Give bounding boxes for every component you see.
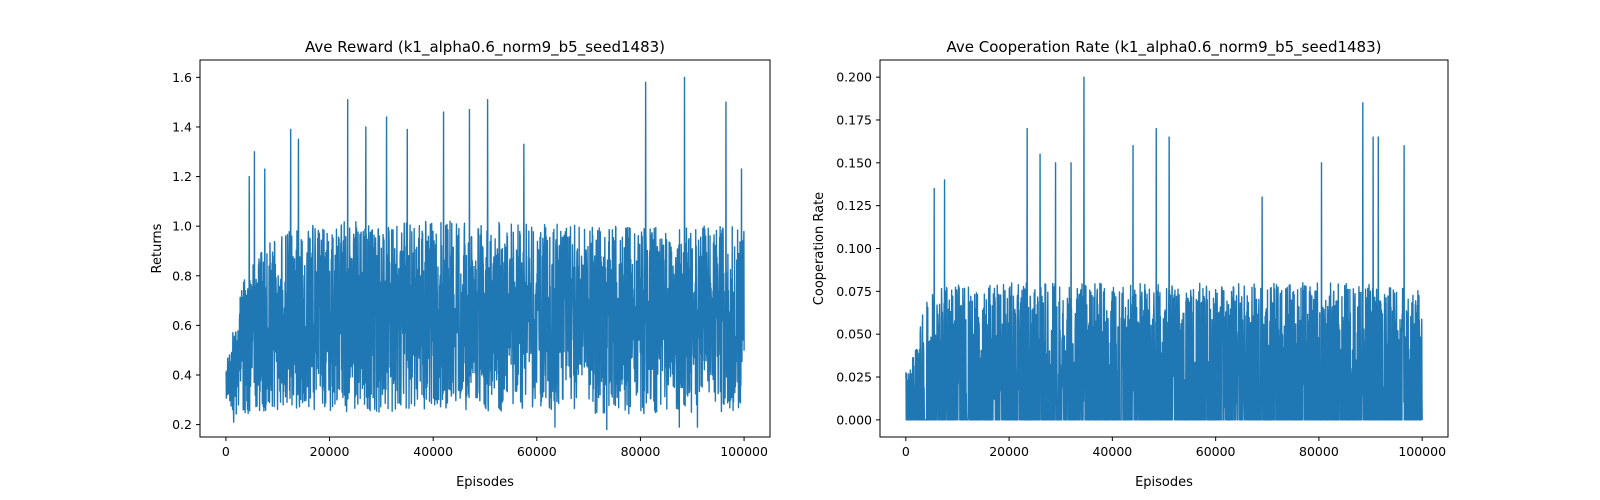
cooperation-plot-frame (879, 59, 1449, 438)
cooperation-axis-ticks: 0 20000 40000 60000 80000 100000 0.000 0.025 0.0… (836, 70, 1446, 459)
cooperation-chart-title: Ave Cooperation Rate (k1_alpha0.6_norm9_… (947, 38, 1382, 57)
cooperation-x-axis-label: Episodes (1135, 475, 1193, 490)
y-tick-label: 0.200 (836, 70, 872, 85)
x-tick-label: 20000 (989, 444, 1029, 459)
y-tick-label: 0.8 (172, 268, 192, 283)
y-tick-label: 0.150 (836, 155, 872, 170)
x-tick-label: 100000 (1398, 444, 1446, 459)
x-tick-label: 80000 (1299, 444, 1339, 459)
x-tick-label: 60000 (517, 444, 557, 459)
y-tick-label: 1.0 (172, 219, 192, 234)
series-line (225, 76, 745, 431)
reward-axis-ticks: 0 20000 40000 60000 80000 100000 0.2 0.4 0.6 0.8 1… (172, 70, 768, 459)
reward-y-axis-label: Returns (150, 223, 165, 273)
y-tick-label: 0.025 (836, 370, 872, 385)
x-tick-label: 40000 (413, 444, 453, 459)
y-tick-label: 0.000 (836, 412, 872, 427)
reward-chart-title: Ave Reward (k1_alpha0.6_norm9_b5_seed148… (305, 38, 665, 57)
y-tick-label: 1.4 (172, 119, 192, 134)
cooperation-chart: 0 20000 40000 60000 80000 100000 0.000 0.025 0.0… (812, 38, 1449, 490)
x-tick-label: 0 (222, 444, 230, 459)
reward-chart: 0 20000 40000 60000 80000 100000 0.2 0.4 0.6 0.8 1… (150, 38, 771, 490)
y-tick-label: 0.100 (836, 241, 872, 256)
y-tick-label: 0.4 (172, 367, 192, 382)
reward-plot-frame (199, 59, 771, 438)
cooperation-series (905, 76, 1423, 421)
x-tick-label: 0 (902, 444, 910, 459)
y-tick-label: 0.2 (172, 417, 192, 432)
reward-x-axis-label: Episodes (456, 475, 514, 490)
y-tick-label: 0.125 (836, 198, 872, 213)
y-tick-label: 0.050 (836, 327, 872, 342)
series-line (905, 76, 1423, 421)
x-tick-label: 100000 (720, 444, 768, 459)
x-tick-label: 20000 (310, 444, 350, 459)
x-tick-label: 60000 (1196, 444, 1236, 459)
y-tick-label: 0.175 (836, 112, 872, 127)
x-tick-label: 40000 (1092, 444, 1132, 459)
reward-series (225, 76, 745, 431)
y-tick-label: 1.2 (172, 169, 192, 184)
y-tick-label: 0.075 (836, 284, 872, 299)
x-tick-label: 80000 (621, 444, 661, 459)
cooperation-y-axis-label: Cooperation Rate (812, 192, 827, 305)
y-tick-label: 0.6 (172, 318, 192, 333)
y-tick-label: 1.6 (172, 70, 192, 85)
